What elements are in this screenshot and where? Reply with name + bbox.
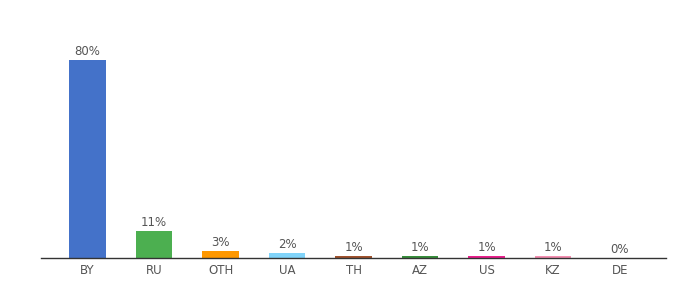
Bar [136, 231, 172, 258]
Text: 2%: 2% [277, 238, 296, 251]
Bar [335, 256, 372, 258]
Bar [469, 256, 505, 258]
Text: 11%: 11% [141, 216, 167, 229]
Bar [535, 256, 571, 258]
Text: 1%: 1% [411, 241, 430, 254]
Text: 1%: 1% [477, 241, 496, 254]
Text: 0%: 0% [611, 243, 629, 256]
Text: 80%: 80% [75, 45, 101, 58]
Text: 1%: 1% [544, 241, 562, 254]
Bar [69, 60, 106, 258]
Text: 1%: 1% [344, 241, 363, 254]
Bar [202, 250, 239, 258]
Bar [269, 253, 305, 258]
Bar [402, 256, 439, 258]
Text: 3%: 3% [211, 236, 230, 249]
